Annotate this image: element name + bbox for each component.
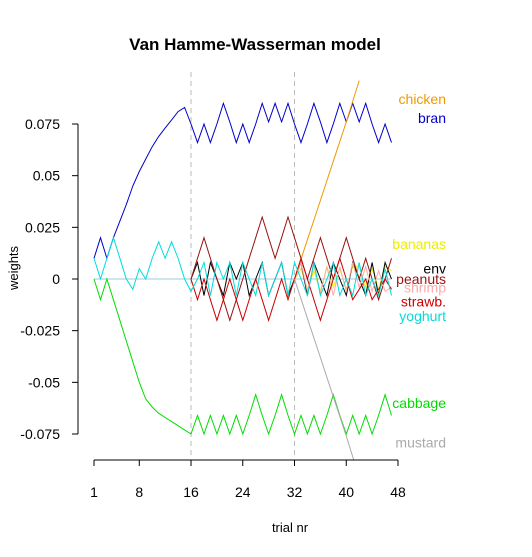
series-label-shrimp: shrimp	[404, 279, 446, 295]
y-axis: 0.075 0.05 0.025 0 -0.025 -0.05 -0.075	[20, 116, 79, 442]
series-label-peanuts: peanuts	[396, 271, 446, 287]
x-tick-label: 1	[90, 484, 98, 500]
x-tick-label: 24	[235, 484, 251, 500]
y-tick-label: -0.075	[20, 426, 60, 442]
series-labels: bran chicken bananas envpeanutsshrimpstrawb…	[392, 91, 446, 450]
chart-title: Van Hamme-Wasserman model	[129, 35, 381, 54]
series-line-mustard	[294, 278, 355, 460]
series-line-chicken	[294, 80, 360, 280]
x-axis-label: trial nr	[272, 520, 309, 535]
series-line-yoghurt	[93, 236, 392, 298]
series-line-strawb	[190, 256, 392, 322]
x-tick-label: 40	[338, 484, 354, 500]
y-tick-label: 0.025	[25, 219, 60, 235]
y-tick-label: 0	[52, 271, 60, 287]
series-label-env: env	[423, 261, 446, 277]
series-label-bran: bran	[418, 110, 446, 126]
series-label-cabbage: cabbage	[392, 395, 446, 411]
x-tick-label: 48	[390, 484, 406, 500]
series-line-peanuts	[190, 215, 392, 322]
y-tick-label: -0.025	[20, 323, 60, 339]
x-axis: 1 8 16 24 32 40 48	[90, 459, 406, 500]
series-line-cabbage	[93, 277, 392, 436]
series-label-chicken: chicken	[399, 91, 446, 107]
y-tick-label: 0.075	[25, 116, 60, 132]
x-tick-label: 8	[135, 484, 143, 500]
series-label-bananas: bananas	[392, 236, 446, 252]
series-line-bran	[93, 101, 392, 260]
series-label-strawb: strawb.	[401, 294, 446, 310]
x-tick-label: 16	[183, 484, 199, 500]
series-label-mustard: mustard	[395, 434, 446, 450]
series-lines	[93, 80, 392, 460]
y-axis-label: weights	[6, 245, 21, 291]
y-tick-label: 0.05	[33, 168, 60, 184]
x-tick-label: 32	[287, 484, 303, 500]
y-tick-label: -0.05	[28, 374, 60, 390]
series-label-yoghurt: yoghurt	[399, 308, 446, 324]
